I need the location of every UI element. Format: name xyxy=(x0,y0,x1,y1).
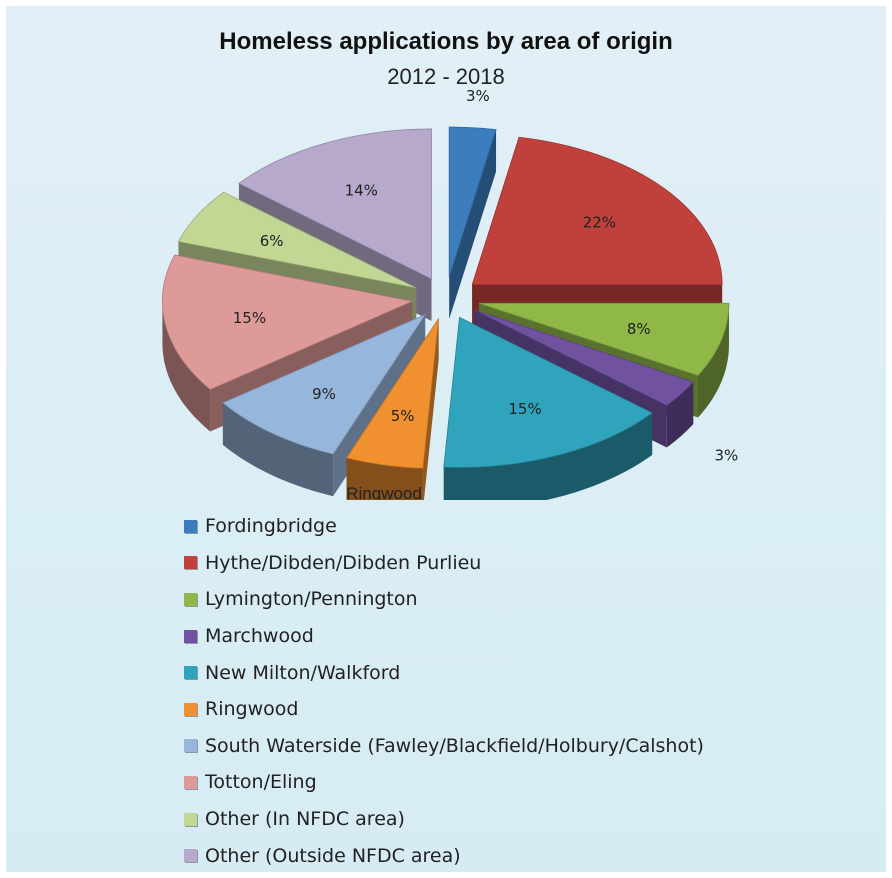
slice-side-new-milton-walkford-wall xyxy=(443,412,653,500)
slice-totton-eling xyxy=(162,254,414,390)
slice-new-milton-walkford xyxy=(443,316,653,468)
slice-south-waterside-fawley-blackfield-holbury-calshot xyxy=(222,313,427,455)
legend-item-south-waterside-fawley-blackfield-holbury-calshot: South Waterside (Fawley/Blackfield/Holbu… xyxy=(184,728,824,765)
chart-subtitle: 2012 - 2018 xyxy=(387,64,505,89)
slice-label-hythe-dibden-dibden-purlieu: 22% xyxy=(583,213,616,231)
slice-marchwood xyxy=(473,309,694,406)
slice-other-in-nfdc-area xyxy=(177,191,417,289)
slice-labels: 3% 22% 8% 3% 15% 5% 9% 15% 6% 14% xyxy=(233,87,739,465)
pie-chart: 3% 22% 8% 3% 15% 5% 9% 15% 6% 14% Ringwood xyxy=(162,87,739,500)
chart-panel xyxy=(6,6,886,872)
annotation-ringwood: Ringwood xyxy=(346,484,422,500)
slice-label-marchwood: 3% xyxy=(714,447,738,465)
slice-label-other-in-nfdc-area: 6% xyxy=(260,232,284,250)
legend-label-other-outside-nfdc-area: Other (Outside NFDC area) xyxy=(205,844,461,867)
slice-label-south-waterside-fawley-blackfield-holbury-calshot: 9% xyxy=(312,385,336,403)
legend-swatch-ringwood xyxy=(184,702,197,716)
legend-label-ringwood: Ringwood xyxy=(205,698,299,721)
slice-label-new-milton-walkford: 15% xyxy=(508,400,541,418)
legend-label-new-milton-walkford: New Milton/Walkford xyxy=(205,661,401,684)
slice-lymington-pennington xyxy=(478,302,730,376)
legend-item-new-milton-walkford: New Milton/Walkford xyxy=(184,654,824,691)
slice-label-lymington-pennington: 8% xyxy=(627,320,651,338)
slice-label-ringwood: 5% xyxy=(391,407,415,425)
slice-side-marchwood-wall xyxy=(666,382,694,448)
legend-swatch-hythe-dibden-dibden-purlieu xyxy=(184,556,197,570)
slice-side-fordingbridge xyxy=(449,129,497,320)
legend-swatch-marchwood xyxy=(184,629,197,643)
slice-other-outside-nfdc-area xyxy=(238,128,432,280)
legend-item-fordingbridge: Fordingbridge xyxy=(184,508,824,545)
slice-label-other-outside-nfdc-area: 14% xyxy=(345,181,378,199)
legend-swatch-other-in-nfdc-area xyxy=(184,812,197,826)
slice-label-totton-eling: 15% xyxy=(233,309,266,327)
legend-swatch-totton-eling xyxy=(184,775,197,789)
slice-side-fordingbridge-face-1 xyxy=(449,129,497,320)
slice-side-ringwood-wall xyxy=(346,458,423,500)
legend-swatch-other-outside-nfdc-area xyxy=(184,849,197,863)
legend-item-other-outside-nfdc-area: Other (Outside NFDC area) xyxy=(184,837,824,874)
slice-fordingbridge xyxy=(448,126,497,278)
slice-side-south-waterside-fawley-blackfield-holbury-calshot-wall xyxy=(222,402,334,497)
legend-swatch-south-waterside-fawley-blackfield-holbury-calshot xyxy=(184,739,197,753)
legend-label-hythe-dibden-dibden-purlieu: Hythe/Dibden/Dibden Purlieu xyxy=(205,551,482,574)
legend-label-marchwood: Marchwood xyxy=(205,625,314,648)
legend-item-ringwood: Ringwood xyxy=(184,691,824,728)
chart-legend: Fordingbridge Hythe/Dibden/Dibden Purlieu… xyxy=(184,508,824,874)
slice-ringwood xyxy=(345,318,439,469)
legend-swatch-fordingbridge xyxy=(184,519,197,533)
legend-item-lymington-pennington: Lymington/Pennington xyxy=(184,581,824,618)
legend-label-totton-eling: Totton/Eling xyxy=(205,771,317,794)
legend-item-hythe-dibden-dibden-purlieu: Hythe/Dibden/Dibden Purlieu xyxy=(184,545,824,582)
slice-hythe-dibden-dibden-purlieu xyxy=(471,136,723,285)
slice-side-lymington-pennington-wall xyxy=(698,303,729,418)
legend-label-lymington-pennington: Lymington/Pennington xyxy=(205,588,418,611)
legend-swatch-lymington-pennington xyxy=(184,592,197,606)
pie-tops xyxy=(162,126,730,469)
chart-title: Homeless applications by area of origin xyxy=(219,28,673,55)
legend-item-marchwood: Marchwood xyxy=(184,618,824,655)
legend-label-other-in-nfdc-area: Other (In NFDC area) xyxy=(205,808,405,831)
legend-label-fordingbridge: Fordingbridge xyxy=(205,515,337,538)
legend-swatch-new-milton-walkford xyxy=(184,666,197,680)
legend-item-other-in-nfdc-area: Other (In NFDC area) xyxy=(184,801,824,838)
legend-label-south-waterside-fawley-blackfield-holbury-calshot: South Waterside (Fawley/Blackfield/Holbu… xyxy=(205,734,704,757)
slice-label-fordingbridge: 3% xyxy=(466,87,490,105)
legend-item-totton-eling: Totton/Eling xyxy=(184,764,824,801)
